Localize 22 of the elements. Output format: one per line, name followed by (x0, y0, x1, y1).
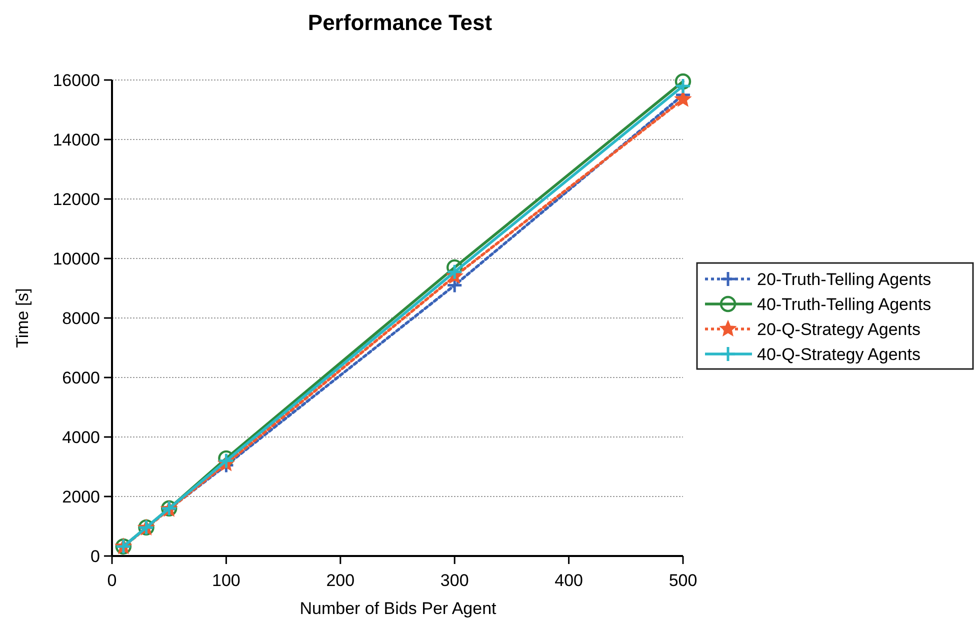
chart-title: Performance Test (308, 10, 493, 35)
legend-label: 20-Truth-Telling Agents (757, 270, 932, 289)
y-tick-label: 12000 (52, 190, 100, 209)
x-tick-label: 400 (554, 571, 583, 590)
y-tick-label: 16000 (52, 70, 100, 90)
y-tick-label: 2000 (62, 487, 100, 506)
y-tick-label: 10000 (52, 249, 100, 268)
y-tick-label: 8000 (62, 308, 100, 328)
legend-label: 40-Truth-Telling Agents (757, 294, 932, 314)
y-tick-label: 4000 (62, 428, 100, 447)
x-tick-label: 200 (326, 571, 355, 590)
x-tick-label: 100 (212, 571, 240, 590)
y-axis-title: Time [s] (13, 288, 32, 348)
x-tick-label: 500 (668, 571, 698, 590)
y-tick-label: 6000 (62, 368, 100, 388)
y-tick-label: 14000 (52, 130, 100, 150)
x-axis-title: Number of Bids Per Agent (300, 599, 497, 618)
x-tick-label: 300 (440, 571, 469, 590)
y-tick-label: 0 (90, 546, 100, 566)
x-tick-label: 0 (107, 571, 117, 590)
legend-label: 40-Q-Strategy Agents (757, 344, 920, 364)
legend-label: 20-Q-Strategy Agents (757, 320, 920, 339)
